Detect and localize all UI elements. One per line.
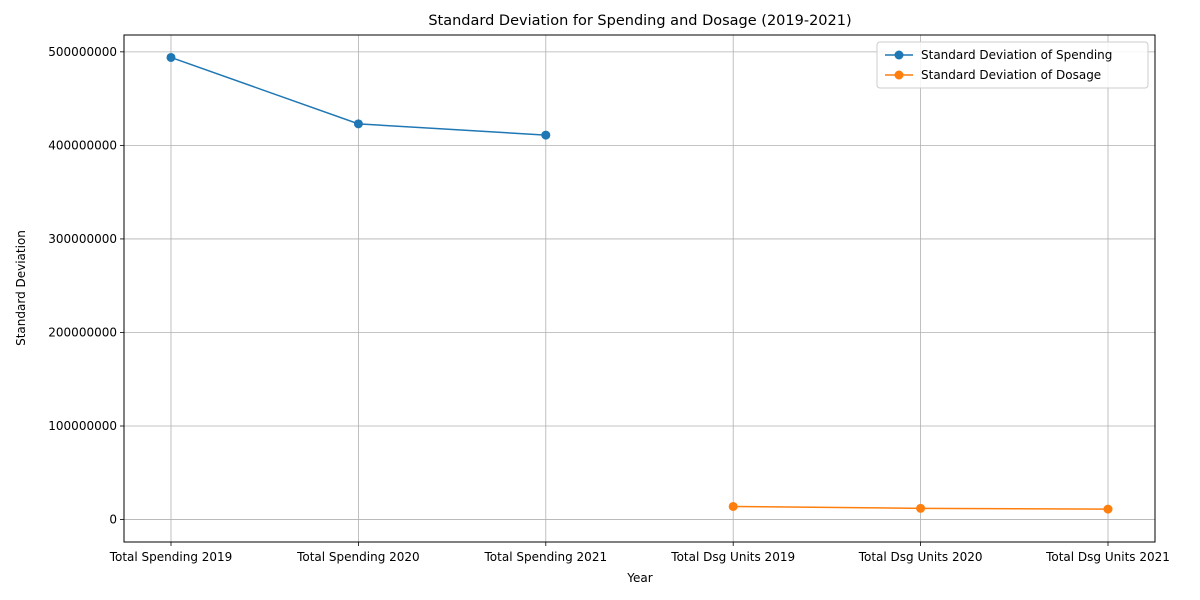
chart-title: Standard Deviation for Spending and Dosa… bbox=[428, 13, 851, 29]
y-tick-label: 300000000 bbox=[48, 232, 117, 246]
y-tick-label: 400000000 bbox=[48, 138, 117, 152]
x-tick-label: Total Dsg Units 2020 bbox=[858, 550, 983, 564]
y-axis-label: Standard Deviation bbox=[14, 230, 28, 346]
x-tick-label: Total Spending 2019 bbox=[109, 550, 233, 564]
y-tick-label: 500000000 bbox=[48, 45, 117, 59]
x-tick-label: Total Spending 2021 bbox=[484, 550, 608, 564]
data-point bbox=[353, 119, 363, 129]
legend-swatch-marker bbox=[894, 70, 904, 80]
grid-lines bbox=[124, 35, 1155, 542]
x-axis-ticks: Total Spending 2019 Total Spending 2020 To… bbox=[109, 542, 1170, 564]
data-point bbox=[166, 52, 176, 62]
x-tick-label: Total Dsg Units 2021 bbox=[1045, 550, 1170, 564]
series-layer bbox=[166, 52, 1113, 514]
data-point bbox=[541, 130, 551, 140]
x-tick-label: Total Dsg Units 2019 bbox=[670, 550, 795, 564]
legend-label: Standard Deviation of Spending bbox=[921, 48, 1112, 62]
legend: Standard Deviation of Spending Standard D… bbox=[876, 41, 1149, 89]
x-axis-label: Year bbox=[626, 571, 652, 585]
legend-swatch-marker bbox=[894, 50, 904, 60]
data-point bbox=[1103, 504, 1113, 514]
legend-label: Standard Deviation of Dosage bbox=[921, 68, 1101, 82]
data-point bbox=[728, 501, 738, 511]
legend-box bbox=[876, 41, 1149, 89]
plot-frame bbox=[123, 34, 1156, 543]
y-tick-label: 200000000 bbox=[48, 325, 117, 339]
x-tick-label: Total Spending 2020 bbox=[296, 550, 420, 564]
y-axis-ticks: 0 100000000 200000000 300000000 400000000 500… bbox=[48, 45, 124, 527]
y-tick-label: 100000000 bbox=[48, 419, 117, 433]
y-tick-label: 0 bbox=[109, 513, 117, 527]
data-point bbox=[916, 503, 926, 513]
